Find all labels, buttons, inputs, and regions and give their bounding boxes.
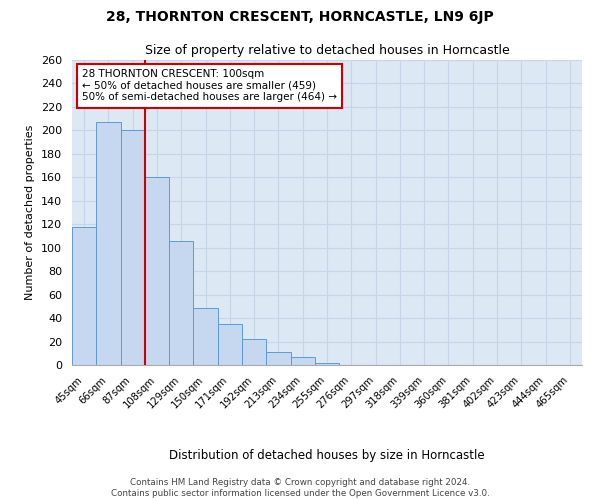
Text: Contains HM Land Registry data © Crown copyright and database right 2024.
Contai: Contains HM Land Registry data © Crown c… [110,478,490,498]
Text: 28, THORNTON CRESCENT, HORNCASTLE, LN9 6JP: 28, THORNTON CRESCENT, HORNCASTLE, LN9 6… [106,10,494,24]
Title: Size of property relative to detached houses in Horncastle: Size of property relative to detached ho… [145,44,509,58]
Bar [290,357,315,365]
Bar [193,308,218,365]
X-axis label: Distribution of detached houses by size in Horncastle: Distribution of detached houses by size … [169,449,485,462]
Y-axis label: Number of detached properties: Number of detached properties [25,125,35,300]
Bar [145,178,169,365]
Bar [242,339,266,365]
Bar [121,130,145,365]
Bar [72,226,96,365]
Text: 28 THORNTON CRESCENT: 100sqm
← 50% of detached houses are smaller (459)
50% of s: 28 THORNTON CRESCENT: 100sqm ← 50% of de… [82,69,337,102]
Bar [169,240,193,365]
Bar [218,324,242,365]
Bar [266,352,290,365]
Bar [96,122,121,365]
Bar [315,362,339,365]
